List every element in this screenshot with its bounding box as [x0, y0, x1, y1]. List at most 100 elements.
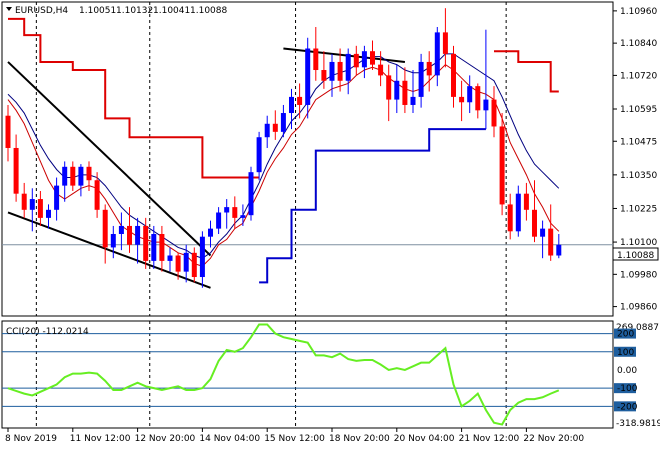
ma-fast-line: [7, 63, 560, 267]
candle-body: [548, 228, 554, 256]
candle-body: [175, 255, 181, 272]
trendline: [7, 211, 211, 289]
candle: [467, 75, 473, 114]
candle: [394, 64, 400, 114]
candle: [337, 48, 343, 92]
candle-body: [289, 96, 294, 114]
candle-body: [37, 199, 43, 218]
candle-body: [216, 212, 222, 229]
candle: [272, 110, 278, 140]
time-tick-label: 12 Nov 20:00: [135, 434, 196, 444]
candle-body: [167, 255, 173, 261]
candle-body: [523, 193, 529, 210]
candle: [78, 164, 84, 197]
candle-body: [305, 48, 311, 105]
candle: [459, 80, 465, 122]
cci-level-tag: [614, 383, 636, 394]
candle: [127, 207, 132, 253]
candle-body: [337, 61, 343, 81]
candle: [507, 193, 513, 240]
candle-body: [240, 215, 246, 218]
candle: [370, 40, 375, 71]
candle: [46, 204, 51, 229]
candle-body: [442, 32, 448, 54]
candle-body: [70, 166, 76, 186]
candle: [329, 53, 335, 97]
cci-level-tag: [614, 328, 636, 339]
candle: [5, 104, 11, 162]
time-axis: 8 Nov 2019 11 Nov 12:00 12 Nov 20:00 14 Nov…: [5, 428, 584, 444]
candle: [175, 252, 181, 280]
candle-body: [110, 234, 116, 248]
candle: [289, 88, 294, 130]
candle: [208, 220, 213, 248]
candle-body: [386, 75, 392, 100]
cci-panel-frame: [1, 320, 614, 429]
candle-body: [313, 48, 319, 71]
candle-body: [248, 172, 254, 216]
candle: [264, 115, 270, 148]
candle: [62, 161, 68, 202]
candle-body: [94, 180, 100, 210]
candle-body: [5, 115, 11, 148]
dropdown-icon[interactable]: [6, 7, 12, 11]
candle-body: [159, 234, 165, 261]
time-tick-label: 11 Nov 12:00: [70, 434, 131, 444]
candle: [410, 70, 416, 114]
lower-step-segment: [259, 128, 486, 284]
candle-body: [532, 209, 537, 237]
cci-level-lines: [2, 333, 613, 407]
candle: [361, 45, 367, 79]
candle: [13, 134, 19, 202]
candle-body: [127, 225, 132, 245]
candle-body: [264, 123, 270, 138]
upper-step-segment: [8, 17, 260, 179]
candle: [523, 182, 529, 221]
candle: [548, 204, 554, 261]
header-low: 1.10041: [153, 6, 190, 16]
candle: [37, 190, 43, 226]
candle-body: [467, 86, 473, 103]
candle-body: [451, 53, 456, 97]
header-symbol: EURUSD,H4: [15, 6, 68, 16]
cci-level-label: -100: [617, 384, 638, 394]
time-tick-label: 20 Nov 04:00: [394, 434, 455, 444]
candle: [118, 212, 124, 251]
candle: [216, 207, 222, 235]
candles: [5, 8, 562, 288]
candle: [532, 180, 537, 243]
candle-body: [118, 225, 124, 235]
candle-body: [78, 166, 84, 186]
candle: [191, 247, 197, 283]
price-tick-label: 1.10100: [620, 238, 657, 248]
candle: [94, 172, 100, 218]
candle-body: [410, 96, 416, 105]
candle: [29, 188, 35, 232]
candle-body: [135, 225, 141, 245]
candle-body: [62, 166, 68, 186]
candle-body: [329, 61, 335, 81]
candle-body: [199, 236, 205, 278]
candle-body: [102, 209, 108, 248]
candle-body: [515, 193, 521, 232]
candle: [426, 51, 432, 92]
price-tick-label: 1.10225: [620, 204, 657, 214]
cci-label: CCI(20) -112.0214: [6, 327, 89, 337]
candle: [483, 29, 489, 130]
candle-body: [483, 99, 489, 111]
candle: [434, 27, 440, 87]
price-tick-label: 1.10350: [620, 171, 657, 181]
candle: [256, 131, 262, 181]
candle-body: [426, 61, 432, 76]
cci-level-tag: [614, 346, 636, 357]
candle: [297, 83, 303, 119]
candle: [240, 204, 246, 226]
candle: [378, 51, 384, 87]
candle: [418, 53, 424, 108]
candle-body: [394, 80, 400, 100]
time-tick-label: 22 Nov 20:00: [523, 434, 584, 444]
cci-axis: 269.0887 -318.9819 200 100 0.00 -100 -200: [614, 323, 660, 429]
time-tick-label: 21 Nov 12:00: [459, 434, 520, 444]
candle: [499, 113, 505, 216]
